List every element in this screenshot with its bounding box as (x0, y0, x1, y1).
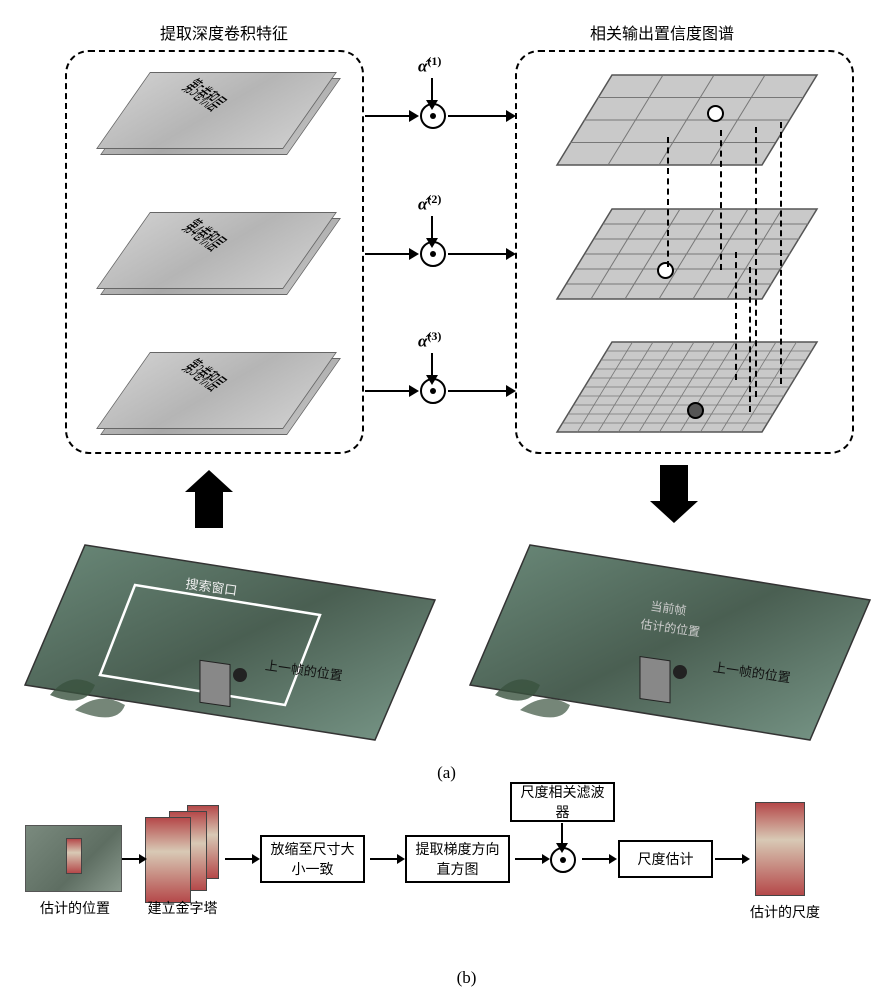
alpha1-label: α̂(1) (418, 54, 441, 77)
map3 (552, 337, 827, 447)
right-photo: 当前帧 估计的位置 上一帧的位置 (465, 540, 875, 750)
dash-line-1 (667, 137, 669, 267)
left-photo: 搜索窗口 上一帧的位置 (20, 540, 440, 750)
arrow-l1-b (448, 115, 508, 117)
alpha1-arrow (431, 78, 433, 102)
diagram-part-b: 估计的位置 建立金字塔 放缩至尺寸大小一致 提取梯度方向直方图 尺度相关滤波器 … (20, 790, 873, 960)
arrow-l2-a (365, 253, 411, 255)
map3-dot (687, 402, 704, 419)
filter-arrow-down (561, 823, 563, 845)
layer5-label: 第5卷积层 (175, 74, 234, 117)
caption-a: (a) (20, 763, 873, 783)
alpha2-arrow (431, 216, 433, 240)
arrow-b5 (582, 858, 610, 860)
arrow-b6 (715, 858, 743, 860)
output-can-image (755, 802, 805, 896)
box-hog: 提取梯度方向直方图 (405, 835, 510, 883)
box-scale-filter: 尺度相关滤波器 (510, 782, 615, 822)
thick-arrow-up (195, 490, 223, 528)
arrow-b1 (122, 858, 140, 860)
layer4-label: 第4卷积层 (175, 214, 234, 257)
box-resize: 放缩至尺寸大小一致 (260, 835, 365, 883)
alpha3-arrow (431, 353, 433, 377)
arrow-b3 (370, 858, 398, 860)
right-dashed-box (515, 50, 854, 454)
map1 (552, 70, 827, 180)
arrow-l1-a (365, 115, 411, 117)
dash-line-5 (755, 127, 757, 397)
diagram-part-a: 提取深度卷积特征 相关输出置信度图谱 第5卷积层 第4卷积层 第3卷积层 (20, 20, 873, 780)
alpha3-label: α̂(3) (418, 329, 441, 352)
map2 (552, 204, 827, 314)
layer3-label: 第3卷积层 (175, 354, 234, 397)
thick-arrow-down (660, 465, 688, 503)
est-pos-label: 估计的位置 (30, 898, 120, 918)
arrow-l3-b (448, 390, 508, 392)
dash-line-2 (720, 130, 722, 270)
map2-dot (657, 262, 674, 279)
est-scale-label: 估计的尺度 (740, 902, 830, 922)
map1-dot (707, 105, 724, 122)
est-pos-image (25, 825, 122, 892)
caption-b: (b) (20, 968, 893, 988)
dash-line-3 (735, 252, 737, 380)
alpha2-label: α̂(2) (418, 192, 441, 215)
left-dashed-box: 第5卷积层 第4卷积层 第3卷积层 (65, 50, 364, 454)
dash-line-4 (749, 267, 751, 412)
box-scale-est: 尺度估计 (618, 840, 713, 878)
left-box-title: 提取深度卷积特征 (160, 20, 288, 44)
arrow-l3-a (365, 390, 411, 392)
arrow-b2 (225, 858, 253, 860)
dash-line-6 (780, 122, 782, 384)
pyramid-label: 建立金字塔 (135, 898, 230, 918)
arrow-b4 (515, 858, 543, 860)
arrow-l2-b (448, 253, 508, 255)
right-box-title: 相关输出置信度图谱 (590, 20, 734, 44)
